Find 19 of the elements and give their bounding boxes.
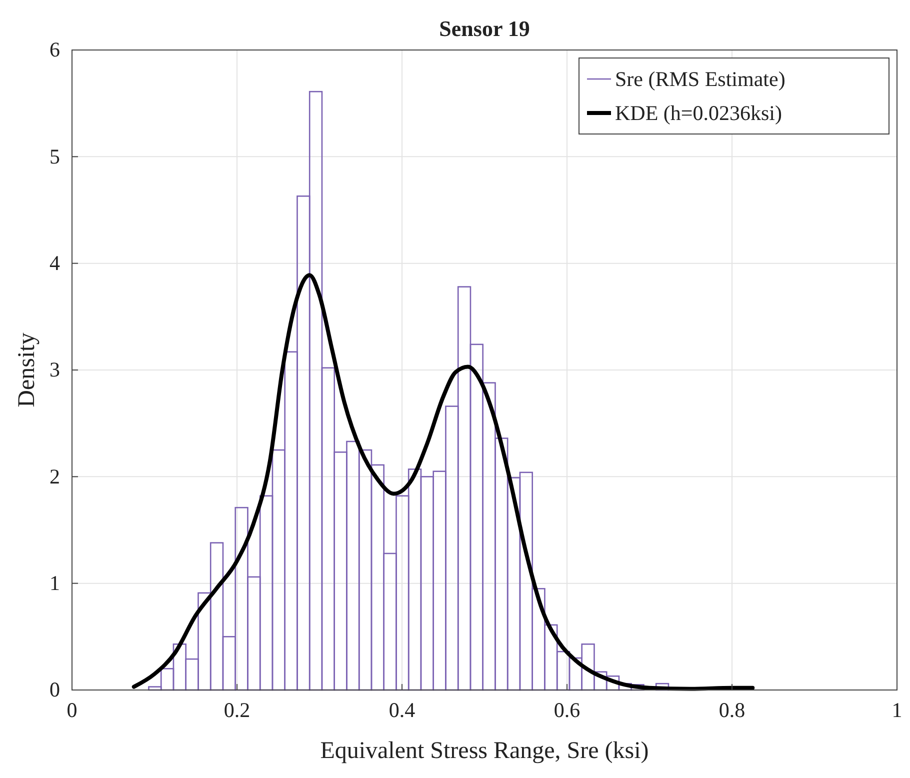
chart-title: Sensor 19 xyxy=(439,16,530,41)
x-axis-title: Equivalent Stress Range, Sre (ksi) xyxy=(320,738,649,764)
y-tick-label: 3 xyxy=(50,358,60,382)
legend-label: KDE (h=0.0236ksi) xyxy=(615,101,782,125)
x-tick-label: 0.4 xyxy=(388,698,416,722)
line-series xyxy=(132,273,755,691)
x-tick-label: 0.6 xyxy=(554,698,580,722)
y-tick-label: 1 xyxy=(50,571,60,596)
y-tick-label: 6 xyxy=(50,38,60,62)
x-tick-label: 0.2 xyxy=(224,698,250,722)
y-tick-label: 0 xyxy=(50,678,60,702)
legend-label: Sre (RMS Estimate) xyxy=(615,67,786,91)
y-tick-label: 2 xyxy=(50,464,60,488)
x-tick-label: 1 xyxy=(892,698,902,722)
y-axis-title: Density xyxy=(14,332,40,408)
y-tick-label: 5 xyxy=(50,144,60,168)
y-tick-label: 4 xyxy=(50,251,60,276)
x-tick-label: 0 xyxy=(66,698,78,722)
x-tick-label: 0.8 xyxy=(718,698,746,722)
